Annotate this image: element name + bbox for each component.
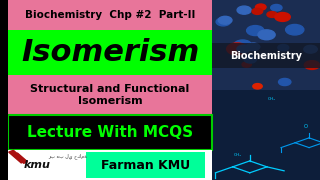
Circle shape xyxy=(237,6,251,14)
Circle shape xyxy=(267,12,277,17)
Text: Isomerism: Isomerism xyxy=(21,38,199,67)
FancyBboxPatch shape xyxy=(212,43,320,68)
Text: CH₃: CH₃ xyxy=(233,153,241,157)
Circle shape xyxy=(258,30,275,40)
FancyBboxPatch shape xyxy=(8,0,212,30)
FancyArrow shape xyxy=(9,150,26,163)
FancyBboxPatch shape xyxy=(8,150,212,180)
Circle shape xyxy=(242,62,251,67)
Circle shape xyxy=(247,26,264,36)
Circle shape xyxy=(218,16,232,24)
Text: Farman KMU: Farman KMU xyxy=(101,159,190,172)
Circle shape xyxy=(244,56,256,63)
FancyBboxPatch shape xyxy=(212,90,320,180)
Circle shape xyxy=(278,44,289,51)
FancyArrow shape xyxy=(14,153,28,163)
FancyBboxPatch shape xyxy=(8,30,212,75)
Text: Biochemistry: Biochemistry xyxy=(230,51,302,61)
Circle shape xyxy=(253,84,262,89)
Circle shape xyxy=(278,78,291,86)
Circle shape xyxy=(255,4,266,10)
Circle shape xyxy=(286,24,304,35)
Text: رب هب لي حكمة: رب هب لي حكمة xyxy=(48,153,87,159)
FancyBboxPatch shape xyxy=(8,115,212,150)
Text: O: O xyxy=(304,123,308,129)
FancyBboxPatch shape xyxy=(212,0,320,90)
Text: kmu: kmu xyxy=(24,160,51,170)
Circle shape xyxy=(275,13,290,21)
Circle shape xyxy=(216,18,230,26)
Text: CH₃: CH₃ xyxy=(268,97,276,101)
Circle shape xyxy=(227,43,248,55)
Circle shape xyxy=(271,4,282,11)
Circle shape xyxy=(304,45,317,53)
Circle shape xyxy=(234,40,252,50)
Circle shape xyxy=(252,8,263,14)
FancyBboxPatch shape xyxy=(86,152,204,178)
Text: Biochemistry  Chp #2  Part-II: Biochemistry Chp #2 Part-II xyxy=(25,10,195,20)
Circle shape xyxy=(304,61,320,69)
FancyBboxPatch shape xyxy=(8,75,212,115)
Circle shape xyxy=(247,43,260,51)
Circle shape xyxy=(237,45,250,53)
Text: Structural and Functional
Isomerism: Structural and Functional Isomerism xyxy=(30,84,190,106)
Text: Lecture With MCQS: Lecture With MCQS xyxy=(27,125,193,140)
